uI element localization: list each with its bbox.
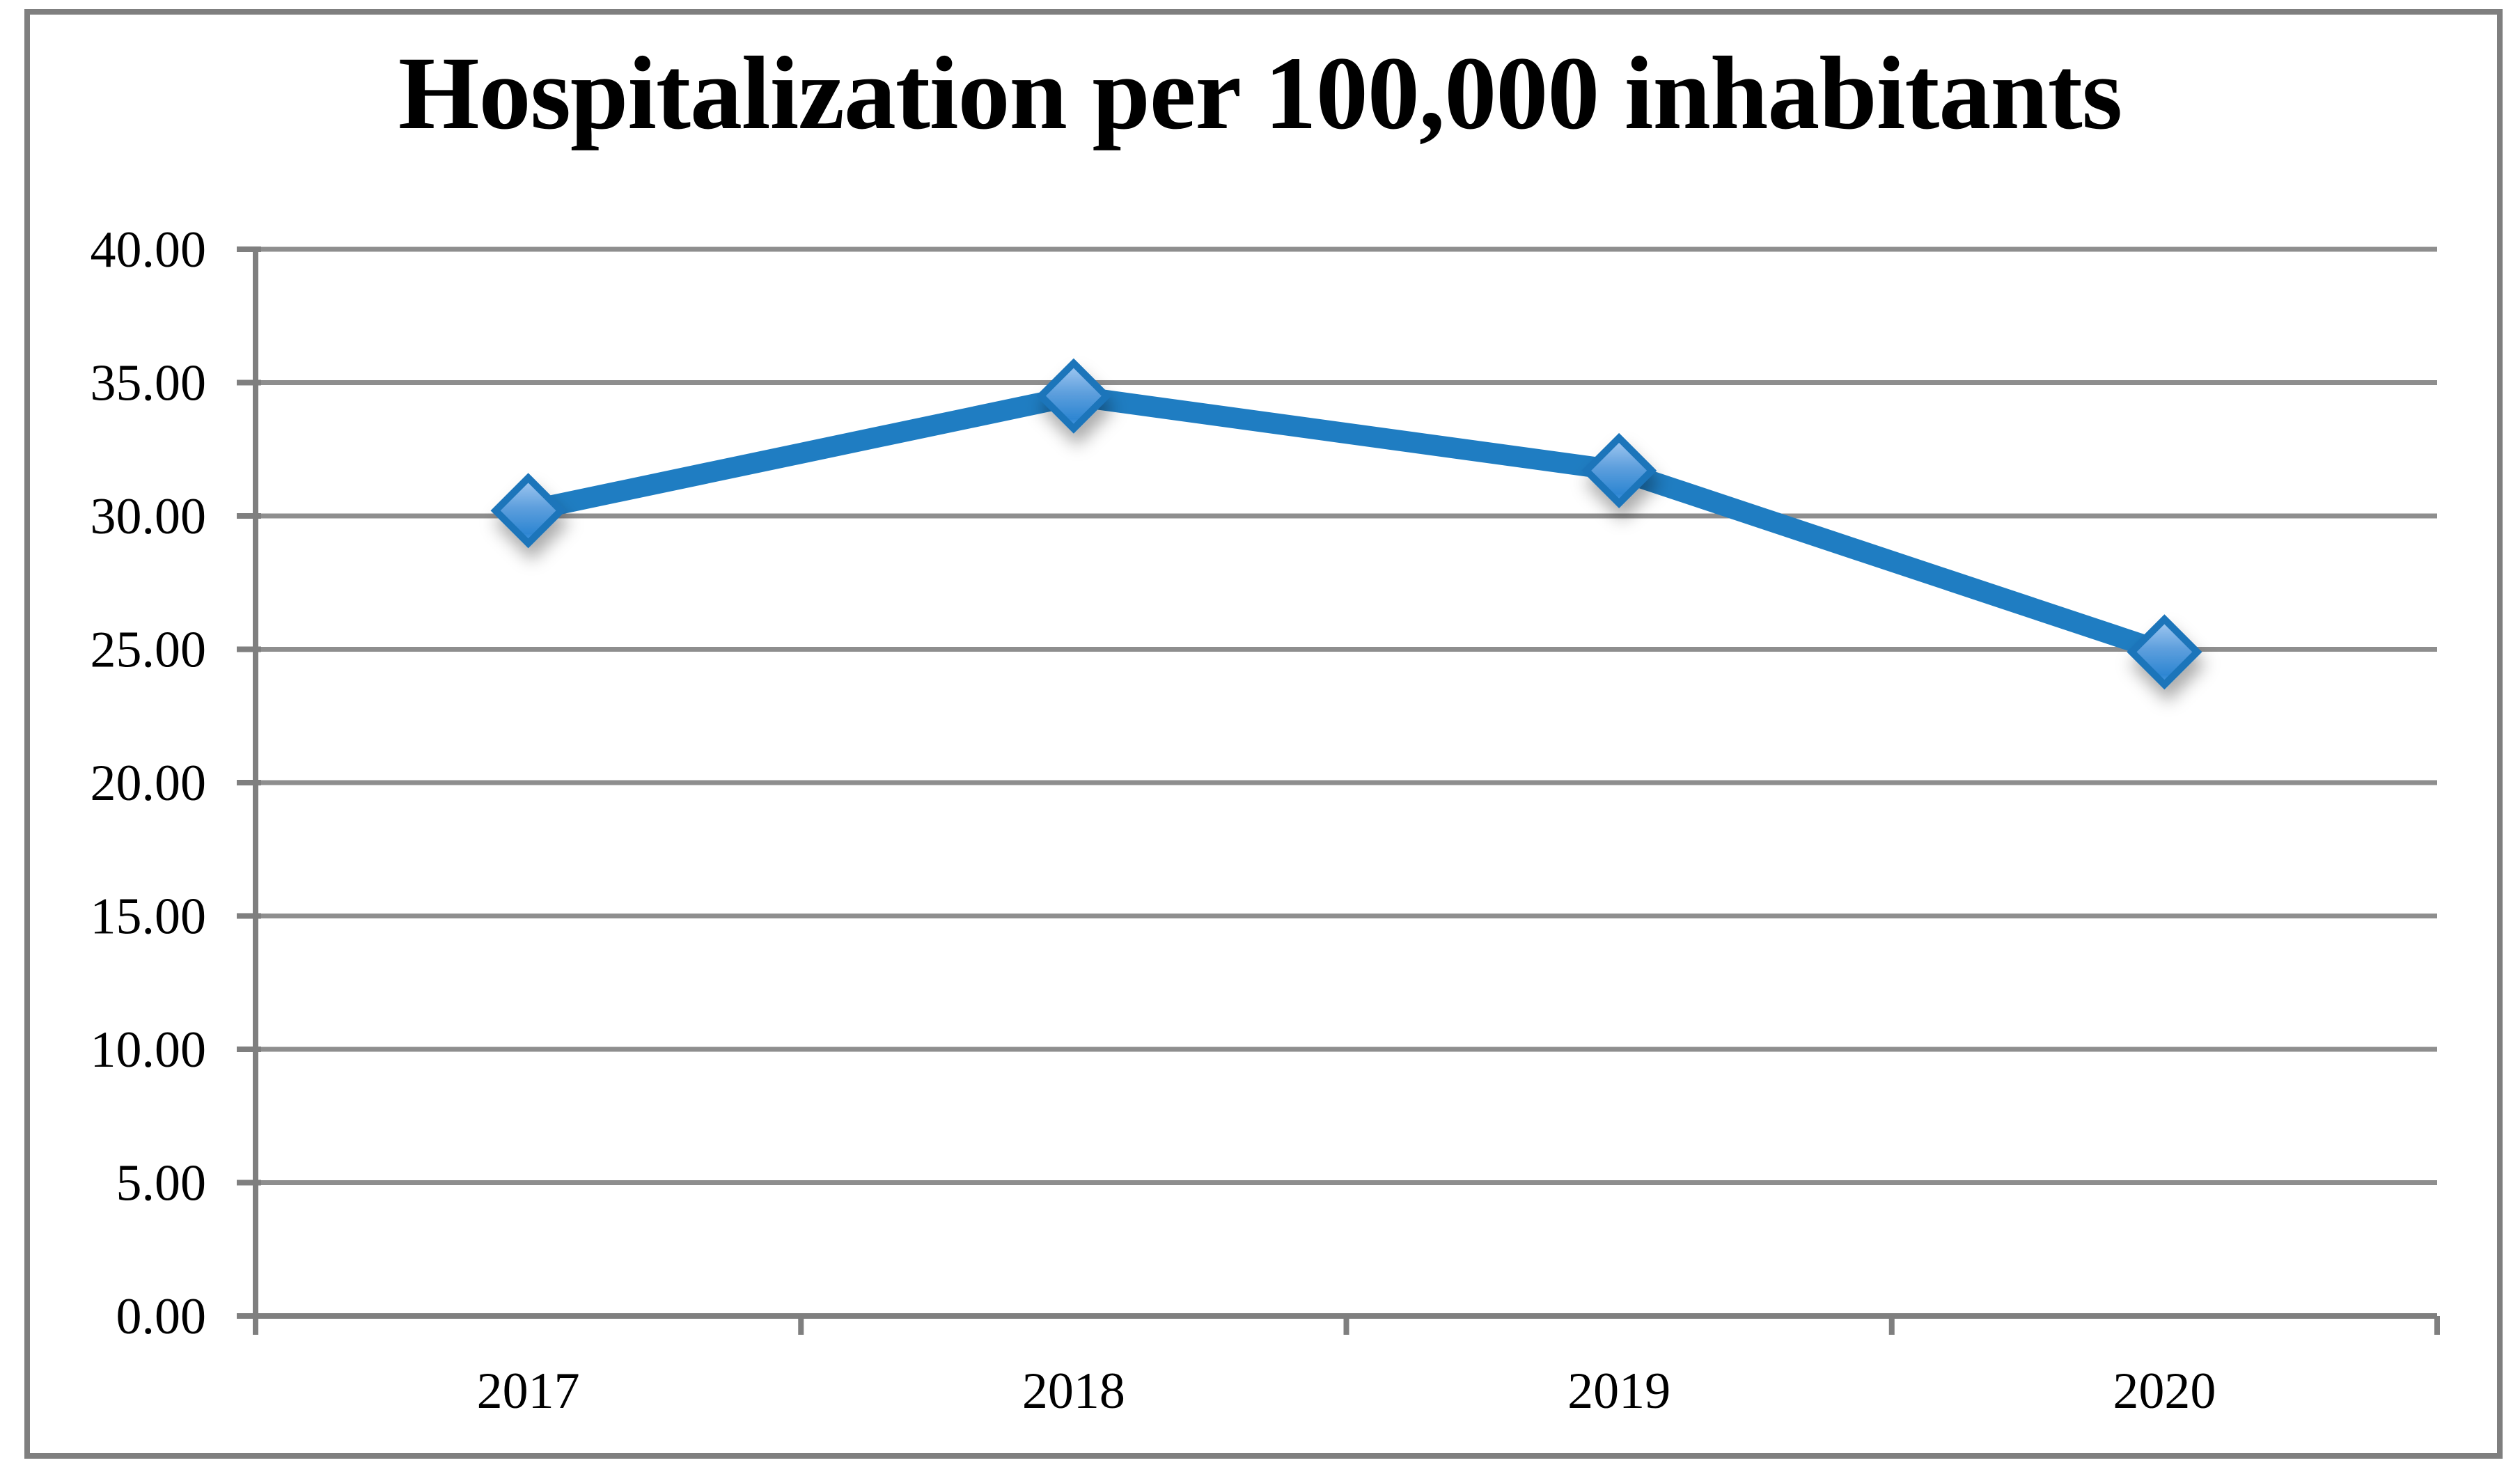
data-point-marker: [1035, 358, 1111, 434]
x-axis-label: 2019: [1567, 1363, 1670, 1420]
data-point-marker: [490, 473, 566, 549]
y-tick-label: 25.00: [91, 622, 207, 679]
x-axis-label: 2018: [1022, 1363, 1125, 1420]
y-tick-label: 35.00: [91, 355, 207, 412]
y-tick-label: 5.00: [116, 1155, 207, 1212]
y-tick-label: 20.00: [91, 755, 207, 812]
y-tick-label: 0.00: [116, 1288, 207, 1345]
chart-title: Hospitalization per 100,000 inhabitants: [398, 36, 2122, 151]
data-point-marker: [2127, 614, 2202, 690]
data-point-marker: [1581, 432, 1657, 508]
series-line: [526, 385, 2168, 662]
y-tick-label: 15.00: [91, 888, 207, 946]
y-tick-label: 10.00: [91, 1021, 207, 1079]
x-axis-label: 2017: [477, 1363, 580, 1420]
x-axis-label: 2020: [2113, 1363, 2216, 1420]
y-tick-label: 30.00: [91, 488, 207, 545]
y-tick-label: 40.00: [91, 221, 207, 279]
